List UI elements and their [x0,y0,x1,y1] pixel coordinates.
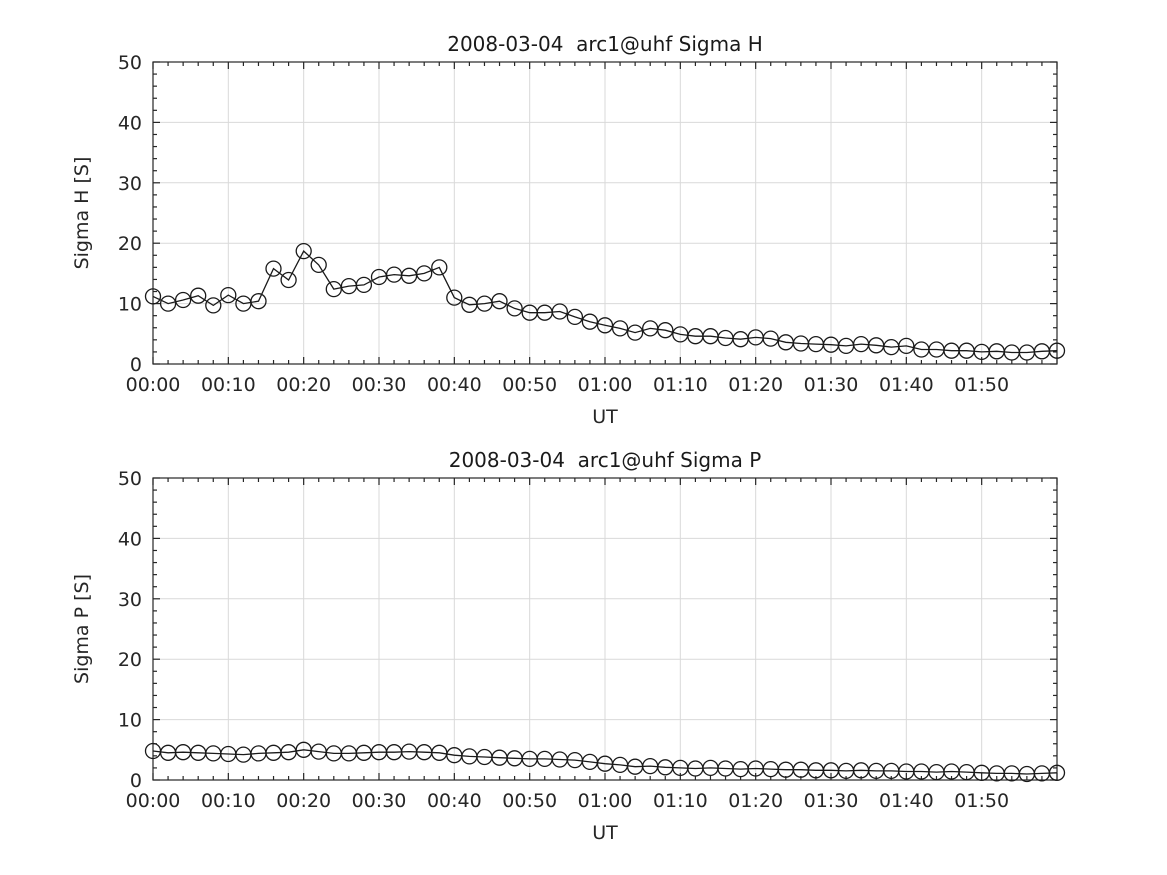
x-tick-label: 00:10 [201,790,256,812]
y-tick-label: 20 [118,233,142,255]
top-chart-panel: 00:00 00:10 00:20 00:30 00:40 00:50 01:00 01:10… [118,52,1066,396]
y-tick-label: 0 [130,354,142,376]
y-tick-label: 10 [118,710,142,732]
x-tick-label: 00:20 [276,374,331,396]
x-tick-label: 00:40 [427,790,482,812]
x-tick-label: 01:20 [728,790,783,812]
tick-labels: 00:00 00:10 00:20 00:30 00:40 00:50 01:00 01:10… [118,468,1009,812]
data-point-marker [295,242,312,260]
data-point-marker [144,288,162,305]
data-point-marker [310,256,327,274]
x-tick-label: 01:50 [954,790,1009,812]
data-point-marker [265,260,282,277]
data-point-marker [431,259,448,276]
data-point-marker [611,320,629,337]
data-point-marker [446,289,463,306]
y-tick-label: 30 [118,173,142,195]
x-tick-label: 00:20 [276,790,331,812]
x-tick-label: 00:30 [352,790,407,812]
x-tick-label: 01:40 [879,374,934,396]
data-point-marker [506,300,523,317]
data-series-markers [144,242,1066,361]
x-tick-label: 01:20 [728,374,783,396]
x-tick-label: 01:30 [804,374,859,396]
data-point-marker [325,280,342,298]
x-tick-label: 01:30 [804,790,859,812]
data-point-marker [220,286,237,304]
top-chart-title: 2008-03-04 arc1@uhf Sigma H [447,32,763,56]
data-point-marker [657,322,674,339]
data-point-marker [174,291,192,309]
y-tick-label: 50 [118,468,142,490]
axis-ticks [152,477,1058,781]
data-series-line [152,250,1058,354]
x-tick-label: 00:10 [201,374,256,396]
x-tick-label: 01:10 [653,790,708,812]
data-point-marker [159,295,177,312]
axes-box [152,477,1058,781]
x-tick-label: 00:40 [427,374,482,396]
data-series-markers [144,741,1066,783]
bottom-chart-panel: 00:00 00:10 00:20 00:30 00:40 00:50 01:00 01:10… [118,468,1066,812]
top-chart-xlabel: UT [592,406,618,428]
data-point-marker [596,317,614,334]
bottom-chart-xlabel: UT [592,822,618,844]
data-point-marker [551,303,568,320]
data-point-marker [250,293,267,310]
data-point-marker [280,271,297,289]
data-point-marker [898,337,915,355]
y-tick-label: 40 [118,112,142,134]
data-point-marker [190,287,207,304]
grid-lines [153,62,1057,364]
y-tick-label: 50 [118,52,142,74]
y-tick-label: 0 [130,770,142,792]
x-tick-label: 01:10 [653,374,708,396]
axes-box [152,61,1058,365]
y-tick-label: 20 [118,649,142,671]
x-tick-label: 00:30 [352,374,407,396]
y-tick-label: 10 [118,294,142,316]
data-point-marker [581,313,599,330]
x-tick-label: 01:00 [578,790,633,812]
grid-lines [153,478,1057,780]
y-tick-label: 30 [118,589,142,611]
bottom-chart-title: 2008-03-04 arc1@uhf Sigma P [449,448,762,472]
top-chart-ylabel: Sigma H [S] [71,157,93,270]
tick-labels: 00:00 00:10 00:20 00:30 00:40 00:50 01:00 01:10… [118,52,1009,396]
bottom-chart-ylabel: Sigma P [S] [71,574,93,684]
x-tick-label: 01:40 [879,790,934,812]
data-point-marker [416,265,433,282]
data-point-marker [566,308,584,326]
data-point-marker [762,330,779,347]
data-point-marker [1048,764,1066,781]
x-tick-label: 00:50 [502,374,557,396]
x-tick-label: 00:00 [126,374,181,396]
y-tick-label: 40 [118,528,142,550]
x-tick-label: 00:50 [502,790,557,812]
x-tick-label: 01:50 [954,374,1009,396]
data-point-marker [205,297,222,314]
data-point-marker [626,324,644,341]
x-tick-label: 01:00 [578,374,633,396]
data-series-line [152,749,1058,775]
data-point-marker [355,276,373,294]
data-point-marker [1048,342,1066,359]
data-point-marker [491,293,508,310]
x-tick-label: 00:00 [126,790,181,812]
